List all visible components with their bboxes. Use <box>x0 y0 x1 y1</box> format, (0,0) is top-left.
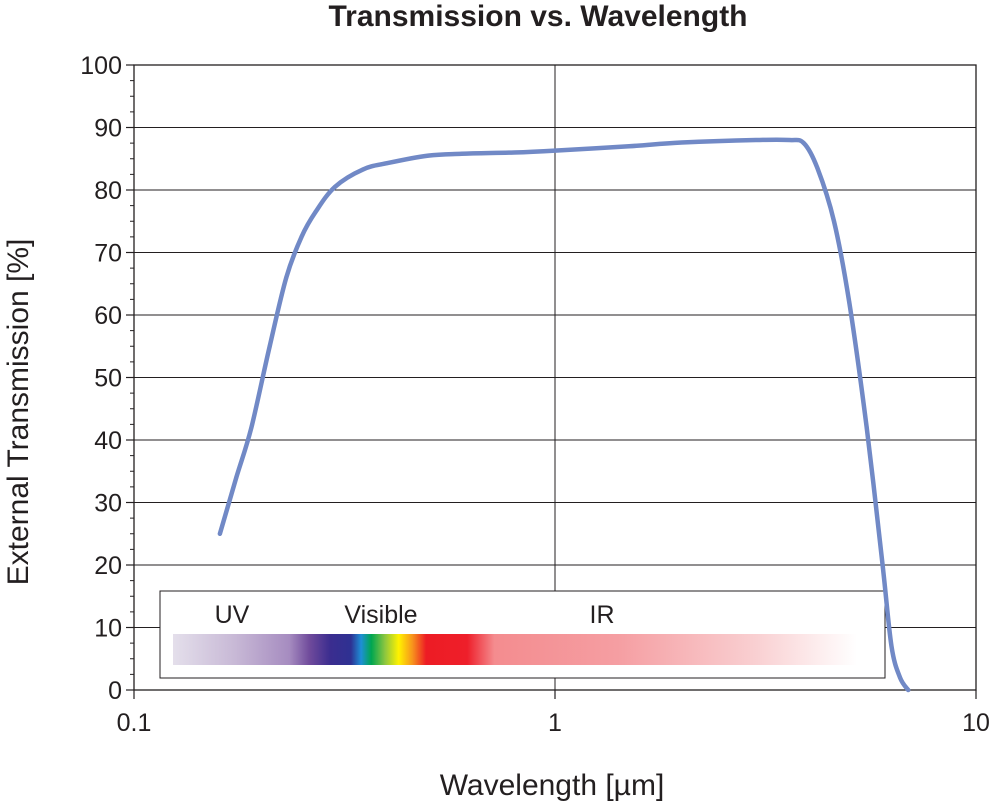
x-tick-label: 1 <box>548 709 562 737</box>
data-point <box>787 138 792 142</box>
data-point <box>361 167 366 172</box>
data-point <box>332 184 337 189</box>
y-tick-label: 20 <box>94 552 122 580</box>
series-layer <box>217 137 911 693</box>
data-point <box>284 275 289 280</box>
data-point <box>815 166 820 171</box>
x-tick-label: 10 <box>962 709 990 737</box>
data-point <box>880 563 885 567</box>
data-point <box>832 219 836 224</box>
data-point <box>898 675 902 680</box>
y-tick-labels: 0 10 20 30 40 50 60 70 80 90 100 <box>80 52 122 705</box>
data-point <box>299 234 304 239</box>
y-tick-label: 0 <box>108 677 122 705</box>
y-tick-label: 30 <box>94 490 122 518</box>
data-point <box>217 531 222 536</box>
data-point <box>426 153 431 158</box>
spectrum-legend: UV Visible IR <box>159 590 886 679</box>
data-point <box>385 161 390 166</box>
data-point <box>753 138 758 142</box>
data-point <box>234 475 239 480</box>
y-axis-label: External Transmission [%] <box>2 239 35 586</box>
plot-area-frame <box>133 64 977 691</box>
x-tick-labels: 0.1 1 10 <box>117 709 990 737</box>
x-tick-label: 0.1 <box>117 709 152 737</box>
data-point <box>889 644 894 649</box>
data-point <box>313 209 318 214</box>
data-point <box>553 148 557 153</box>
y-tick-label: 80 <box>94 177 122 205</box>
data-point <box>906 688 911 692</box>
data-point <box>864 425 869 430</box>
y-tick-label: 40 <box>94 427 122 455</box>
y-tick-label: 60 <box>94 302 122 330</box>
uv-label: UV <box>215 601 250 629</box>
y-tick-label: 100 <box>80 52 122 80</box>
ir-label: IR <box>590 601 615 629</box>
y-tick-label: 10 <box>94 615 122 643</box>
data-point <box>512 150 517 155</box>
data-point <box>679 140 684 145</box>
y-tick-label: 70 <box>94 240 122 268</box>
y-tick-label: 90 <box>94 115 122 143</box>
spectrum-bar <box>173 634 857 665</box>
y-tick-label: 50 <box>94 365 122 393</box>
data-point <box>801 141 806 146</box>
visible-label: Visible <box>344 601 417 629</box>
chart-title: Transmission vs. Wavelength <box>328 0 747 33</box>
data-point <box>459 151 464 156</box>
data-point <box>249 425 254 430</box>
data-point <box>847 300 852 305</box>
minor-ticks <box>126 64 977 699</box>
data-point <box>627 144 632 149</box>
data-point <box>267 344 272 349</box>
x-axis-label: Wavelength [µm] <box>440 769 665 802</box>
